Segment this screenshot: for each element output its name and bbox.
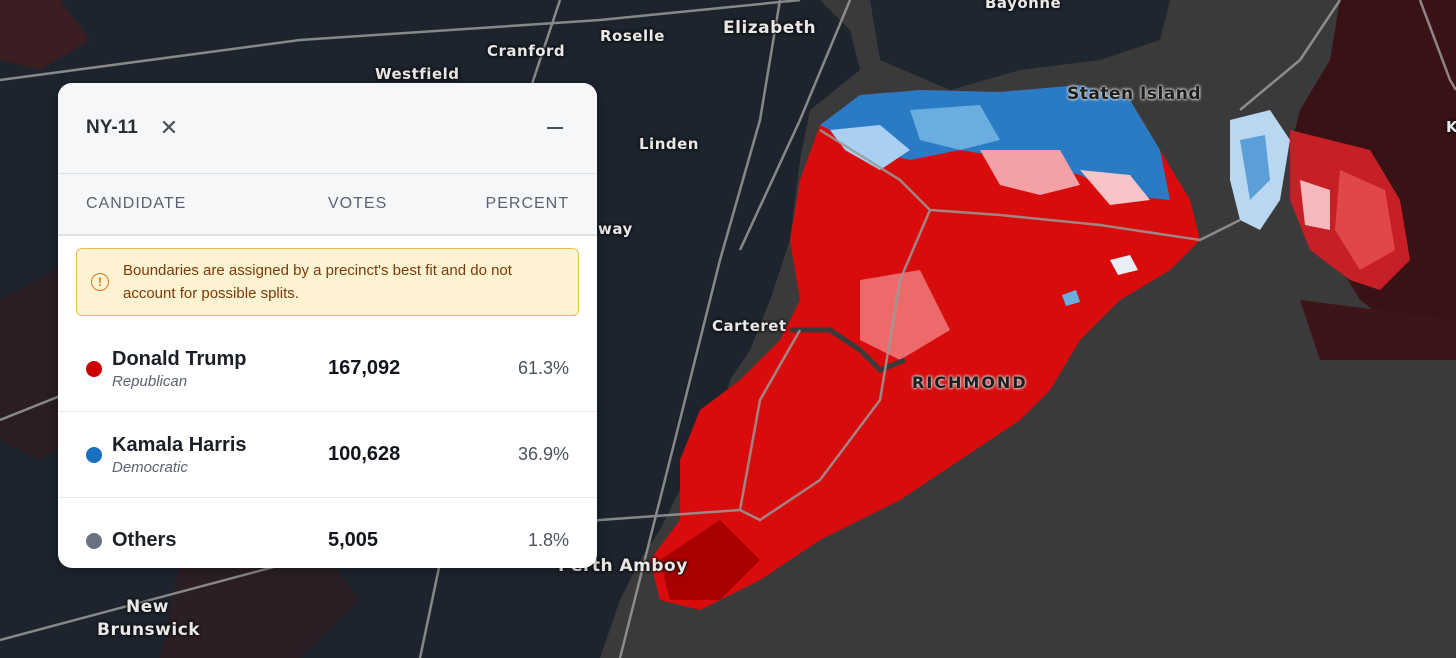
close-icon[interactable]: ✕ — [159, 115, 179, 140]
label-westfield: Westfield — [375, 65, 460, 83]
brooklyn-red2 — [1335, 170, 1395, 270]
candidate-party: Democratic — [112, 458, 188, 476]
brooklyn-pink — [1300, 180, 1330, 230]
si-north-light — [830, 125, 910, 170]
candidate-info: Others — [112, 529, 328, 552]
mainland-nj-shade3 — [0, 0, 90, 70]
candidate-name: Others — [112, 529, 177, 551]
candidate-votes: 5,005 — [328, 529, 379, 551]
si-north-mid — [910, 105, 1000, 150]
si-light-red — [860, 270, 950, 360]
mainland-bayonne — [870, 0, 1170, 90]
party-color-dot — [86, 360, 102, 377]
nyc-bottom — [1300, 300, 1456, 360]
staten-island — [650, 85, 1200, 610]
si-blue1 — [1062, 290, 1080, 306]
candidate-votes: 100,628 — [328, 443, 401, 465]
col-header-percent: PERCENT — [485, 195, 569, 212]
label-k-fragment: K — [1446, 118, 1456, 136]
si-white1 — [1110, 255, 1138, 275]
candidate-name: Kamala Harris — [112, 433, 247, 456]
column-headers: CANDIDATE VOTES PERCENT — [58, 174, 597, 236]
panel-header: NY-11 ✕ — [58, 83, 597, 174]
label-new-brunswick-2: Brunswick — [97, 620, 201, 640]
party-color-dot — [86, 446, 102, 463]
fresh-kills-creek — [790, 327, 906, 373]
label-roselle: Roselle — [600, 27, 665, 45]
label-richmond: RICHMOND — [912, 373, 1028, 392]
si-dark-red — [660, 520, 760, 600]
candidate-name: Donald Trump — [112, 347, 247, 370]
label-cranford: Cranford — [487, 42, 566, 60]
party-color-dot — [86, 532, 102, 549]
label-way-fragment: way — [598, 220, 633, 238]
warning-circle-icon: ! — [91, 273, 109, 291]
candidate-row-trump: Donald Trump Republican 167,092 61.3% — [58, 326, 597, 412]
candidate-percent: 61.3% — [517, 358, 569, 378]
col-header-votes: VOTES — [328, 195, 388, 212]
candidate-party: Republican — [112, 372, 188, 390]
label-bayonne: Bayonne — [985, 0, 1062, 12]
label-carteret: Carteret — [712, 317, 787, 335]
si-north-pink — [980, 150, 1080, 195]
minimize-icon[interactable] — [547, 127, 563, 129]
candidate-info: Donald Trump Republican — [112, 348, 328, 390]
candidate-percent: 36.9% — [517, 444, 569, 464]
boundary-note-text: Boundaries are assigned by a precinct's … — [123, 262, 512, 302]
label-new-brunswick-1: New — [126, 597, 169, 617]
candidate-percent: 1.8% — [527, 530, 569, 550]
boundary-note: ! Boundaries are assigned by a precinct'… — [76, 248, 579, 316]
si-north-pink2 — [1080, 170, 1150, 205]
candidate-row-others: Others 5,005 1.8% — [58, 498, 597, 568]
district-results-panel: NY-11 ✕ CANDIDATE VOTES PERCENT ! Bounda… — [58, 83, 597, 568]
great-kills-harbor — [970, 440, 1005, 495]
label-staten-island: Staten Island — [1067, 84, 1202, 104]
label-elizabeth: Elizabeth — [723, 18, 817, 38]
col-header-candidate: CANDIDATE — [86, 195, 187, 212]
candidate-info: Kamala Harris Democratic — [112, 434, 328, 476]
candidate-votes: 167,092 — [328, 357, 401, 379]
district-title: NY-11 — [86, 117, 138, 138]
manhattan-blue2 — [1240, 135, 1270, 200]
candidate-row-harris: Kamala Harris Democratic 100,628 36.9% — [58, 412, 597, 498]
label-linden: Linden — [639, 135, 699, 153]
